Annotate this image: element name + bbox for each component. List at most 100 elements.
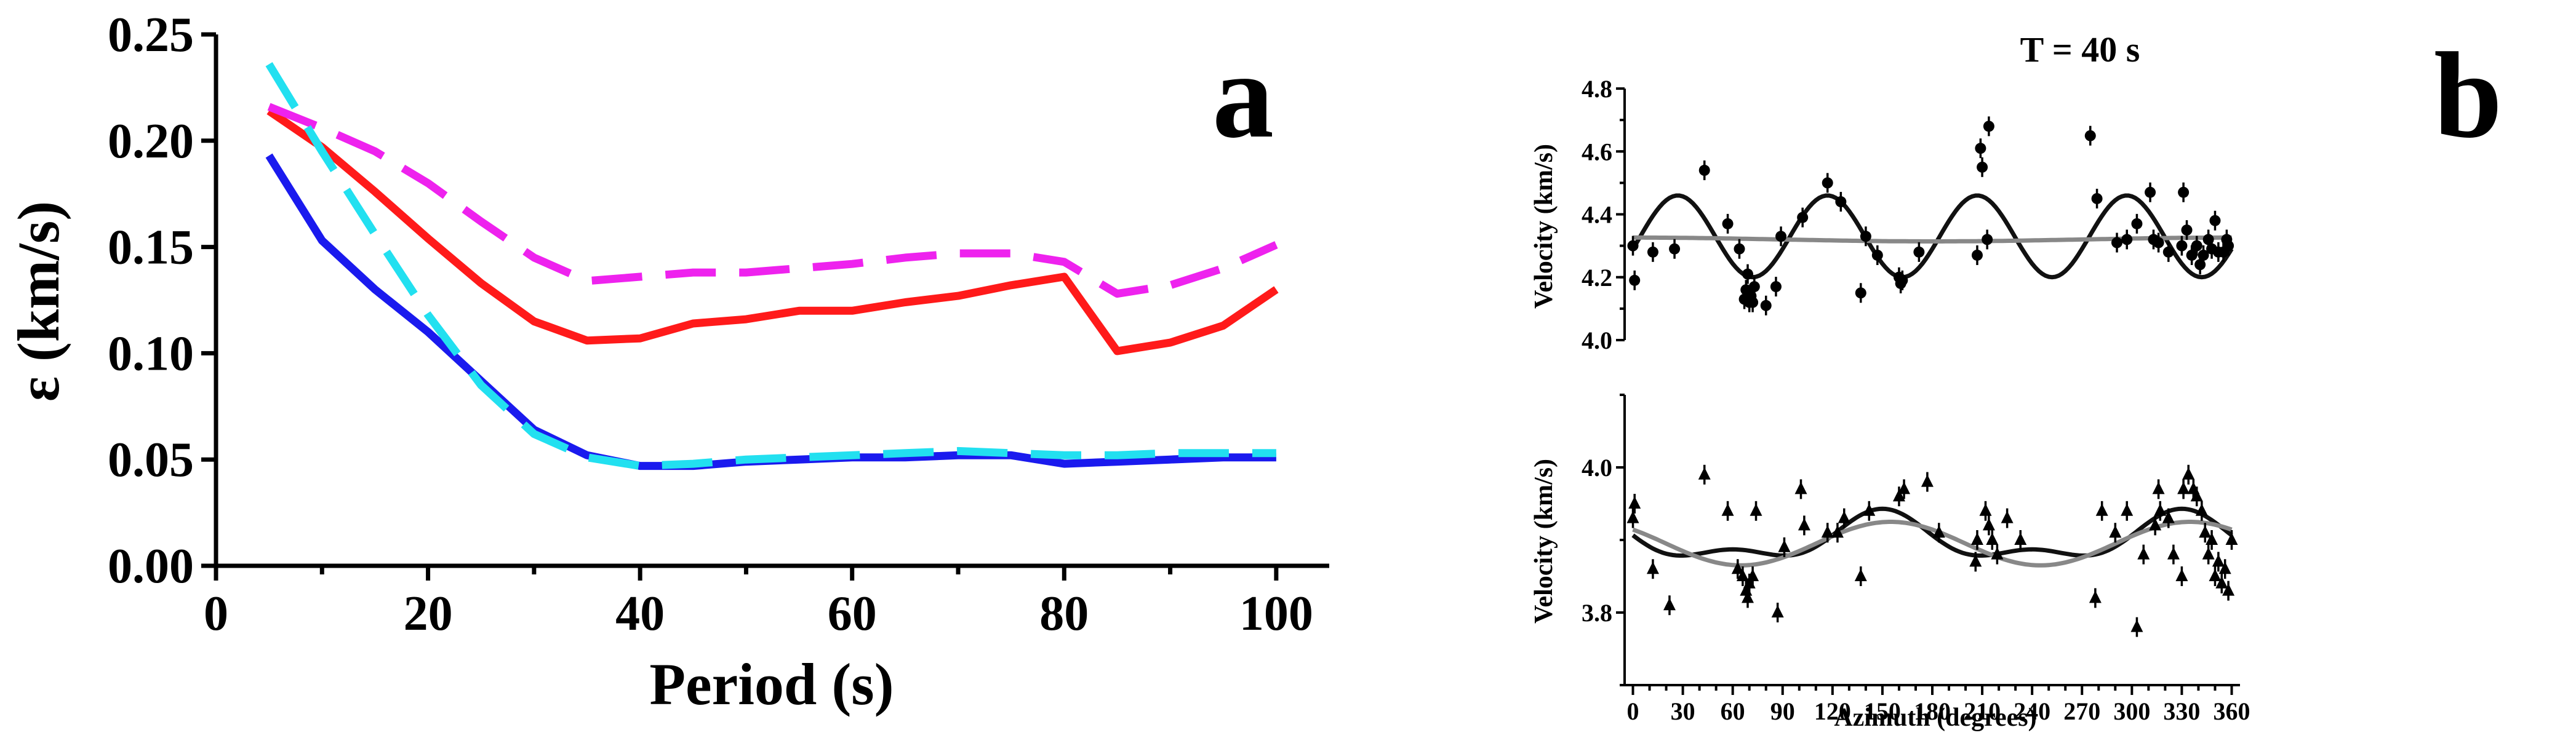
panel-b-bottom-x-tick-label: 270 xyxy=(2063,697,2100,725)
panel-b-top-data-point xyxy=(2209,215,2221,226)
panel-b-bottom-data-point xyxy=(1831,525,1844,538)
panel-b-bottom-x-tick-label: 300 xyxy=(2113,697,2150,725)
panel-b-top-data-point xyxy=(1722,218,1734,229)
panel-a-letter: a xyxy=(1212,28,1274,164)
panel-b-top-data-point xyxy=(2121,234,2133,245)
panel-b-top-data-point xyxy=(1835,196,1847,208)
panel-b-bottom-x-tick-label: 60 xyxy=(1721,697,1745,725)
panel-a-y-tick-label: 0.05 xyxy=(108,433,194,487)
panel-b-bottom-data-point xyxy=(1798,518,1810,531)
panel-b-bottom-data-point xyxy=(2154,503,2167,516)
panel-b-chart: b T = 40 s 4.0 4.2 4.4 4.6 4.8 Velocity (km/… xyxy=(1530,28,2502,732)
panel-b-title: T = 40 s xyxy=(2020,30,2140,69)
panel-b-bottom-data-point xyxy=(2215,576,2228,589)
panel-a-y-tick-label: 0.00 xyxy=(108,539,194,593)
panel-b-bottom-fits xyxy=(1631,506,2233,568)
panel-a-x-tick-label: 100 xyxy=(1239,587,1313,641)
panel-b-bottom-x-tick-label: 90 xyxy=(1770,697,1795,725)
panel-b-top-data-point xyxy=(1983,121,1994,132)
panel-b-bottom-data-point xyxy=(2137,547,2150,560)
panel-b-bottom-data-point xyxy=(1721,503,1734,516)
panel-b-bottom-data-point xyxy=(1986,533,1999,545)
panel-b-bottom-y-tick-label: 3.8 xyxy=(1582,599,1612,627)
panel-b-bottom-data-point xyxy=(2195,503,2208,516)
panel-b-bottom-data-point xyxy=(2014,533,2027,545)
panel-b-bottom-data-point xyxy=(2089,590,2102,603)
panel-b-bottom-data-point xyxy=(2130,619,2143,632)
panel-b-bottom-x-tick-label: 0 xyxy=(1627,697,1639,725)
panel-b-bottom-data-point xyxy=(1854,569,1867,581)
panel-b-top-data-point xyxy=(2223,240,2234,252)
panel-b-top-fit-black-fit xyxy=(1631,193,2234,280)
panel-b-bottom-data-point xyxy=(2218,561,2231,574)
panel-b-bottom-data-point xyxy=(2167,547,2180,560)
panel-b-bottom-x-tick-label: 330 xyxy=(2163,697,2200,725)
panel-b-bottom-points xyxy=(1626,464,2238,637)
panel-a-x-axis-label: Period (s) xyxy=(649,651,894,717)
panel-b-bottom-data-point xyxy=(1628,496,1641,509)
panel-a-chart: a 0 20 40 60 80 100 0.00 0.05 0.10 0.15 0.20 0.25 P… xyxy=(6,8,1329,717)
panel-b-bottom-data-point xyxy=(1771,605,1784,617)
panel-a-y-tick-label: 0.20 xyxy=(108,114,194,169)
panel-b-bottom-x-tick-label: 150 xyxy=(1864,697,1901,725)
panel-b-bottom-data-point xyxy=(2190,489,2203,502)
panel-b-bottom-data-point xyxy=(1892,489,1905,502)
panel-b-bottom-data-point xyxy=(1746,569,1759,581)
panel-b-bottom-data-point xyxy=(1921,474,1934,487)
panel-b-bottom-data-point xyxy=(1821,525,1834,538)
panel-b-bottom-data-point xyxy=(2212,554,2225,567)
panel-b-bottom-x-tick-label: 120 xyxy=(1814,697,1851,725)
panel-b-bottom-data-point xyxy=(1932,525,1945,538)
panel-b-top-data-point xyxy=(2191,240,2202,252)
panel-b-bottom-data-point xyxy=(2001,510,2014,523)
panel-b-bottom-data-point xyxy=(2222,583,2235,596)
panel-a-y-tick-label: 0.15 xyxy=(108,221,194,275)
panel-b-top-fits xyxy=(1631,193,2234,280)
panel-a-y-tick-label: 0.25 xyxy=(108,8,194,62)
panel-b-top-points xyxy=(1627,116,2234,315)
panel-b-bottom-data-point xyxy=(1991,547,2004,560)
panel-a-series-red-solid xyxy=(266,108,1279,355)
panel-b-top-data-point xyxy=(1770,281,1782,293)
panel-b-top-ticks: 4.0 4.2 4.4 4.6 4.8 xyxy=(1582,75,1625,354)
panel-b-top-y-tick-label: 4.6 xyxy=(1582,138,1612,165)
panel-b-top-data-point xyxy=(2153,237,2164,248)
panel-b-top-data-point xyxy=(1647,246,1658,258)
panel-a-series-blue-solid xyxy=(265,153,1276,470)
panel-a-series-group xyxy=(265,62,1279,470)
panel-b-bottom-data-point xyxy=(2177,482,2190,494)
panel-b-top-data-point xyxy=(1913,246,1925,258)
panel-b-top-data-point xyxy=(1797,212,1809,223)
panel-b-bottom-data-point xyxy=(2225,533,2238,545)
panel-b-top-data-point xyxy=(1971,249,1983,261)
panel-a-series-magenta-dashed xyxy=(267,103,1278,298)
panel-b-bottom-x-tick-label: 210 xyxy=(1964,697,2001,725)
panel-b-top-data-point xyxy=(1977,161,1988,173)
panel-b-top-data-point xyxy=(2198,249,2209,261)
panel-b-top-y-tick-label: 4.0 xyxy=(1582,327,1612,354)
panel-a-x-tick-label: 80 xyxy=(1039,587,1089,641)
panel-b-letter: b xyxy=(2434,28,2502,164)
panel-b-bottom-data-point xyxy=(1898,482,1911,494)
panel-b-bottom-data-point xyxy=(1838,510,1850,523)
panel-b-top-data-point xyxy=(1860,231,1871,242)
panel-b-top-data-point xyxy=(2111,237,2122,248)
panel-b-bottom-data-point xyxy=(2095,503,2108,516)
panel-a-ticks: 0 20 40 60 80 100 0.00 0.05 0.10 0.15 0.20 0.25 xyxy=(108,8,1313,641)
panel-b-bottom-data-point xyxy=(1736,569,1749,581)
panel-b-top-data-point xyxy=(1734,243,1745,255)
panel-b-bottom-data-point xyxy=(1742,590,1754,603)
panel-b-bottom-data-point xyxy=(2206,533,2218,545)
panel-b-top-y-axis-label: Velocity (km/s) xyxy=(1530,144,1558,309)
panel-b-top-data-point xyxy=(1871,249,1883,261)
panel-b-top-data-point xyxy=(2186,249,2198,261)
panel-b-bottom-x-tick-label: 180 xyxy=(1914,697,1951,725)
panel-b-top-fit-gray-fit xyxy=(1633,235,2232,244)
panel-b-top-data-point xyxy=(1669,243,1681,255)
panel-b-bottom-data-point xyxy=(2149,518,2162,531)
panel-b-bottom-subplot: 3.8 4.0 0 30 60 90 120 150 180 210 240 270 300 330 360… xyxy=(1530,394,2250,732)
panel-b-bottom-x-tick-label: 360 xyxy=(2213,697,2250,725)
panel-b-bottom-fit-gray-fit xyxy=(1632,520,2233,568)
panel-b-top-data-point xyxy=(1822,177,1833,189)
